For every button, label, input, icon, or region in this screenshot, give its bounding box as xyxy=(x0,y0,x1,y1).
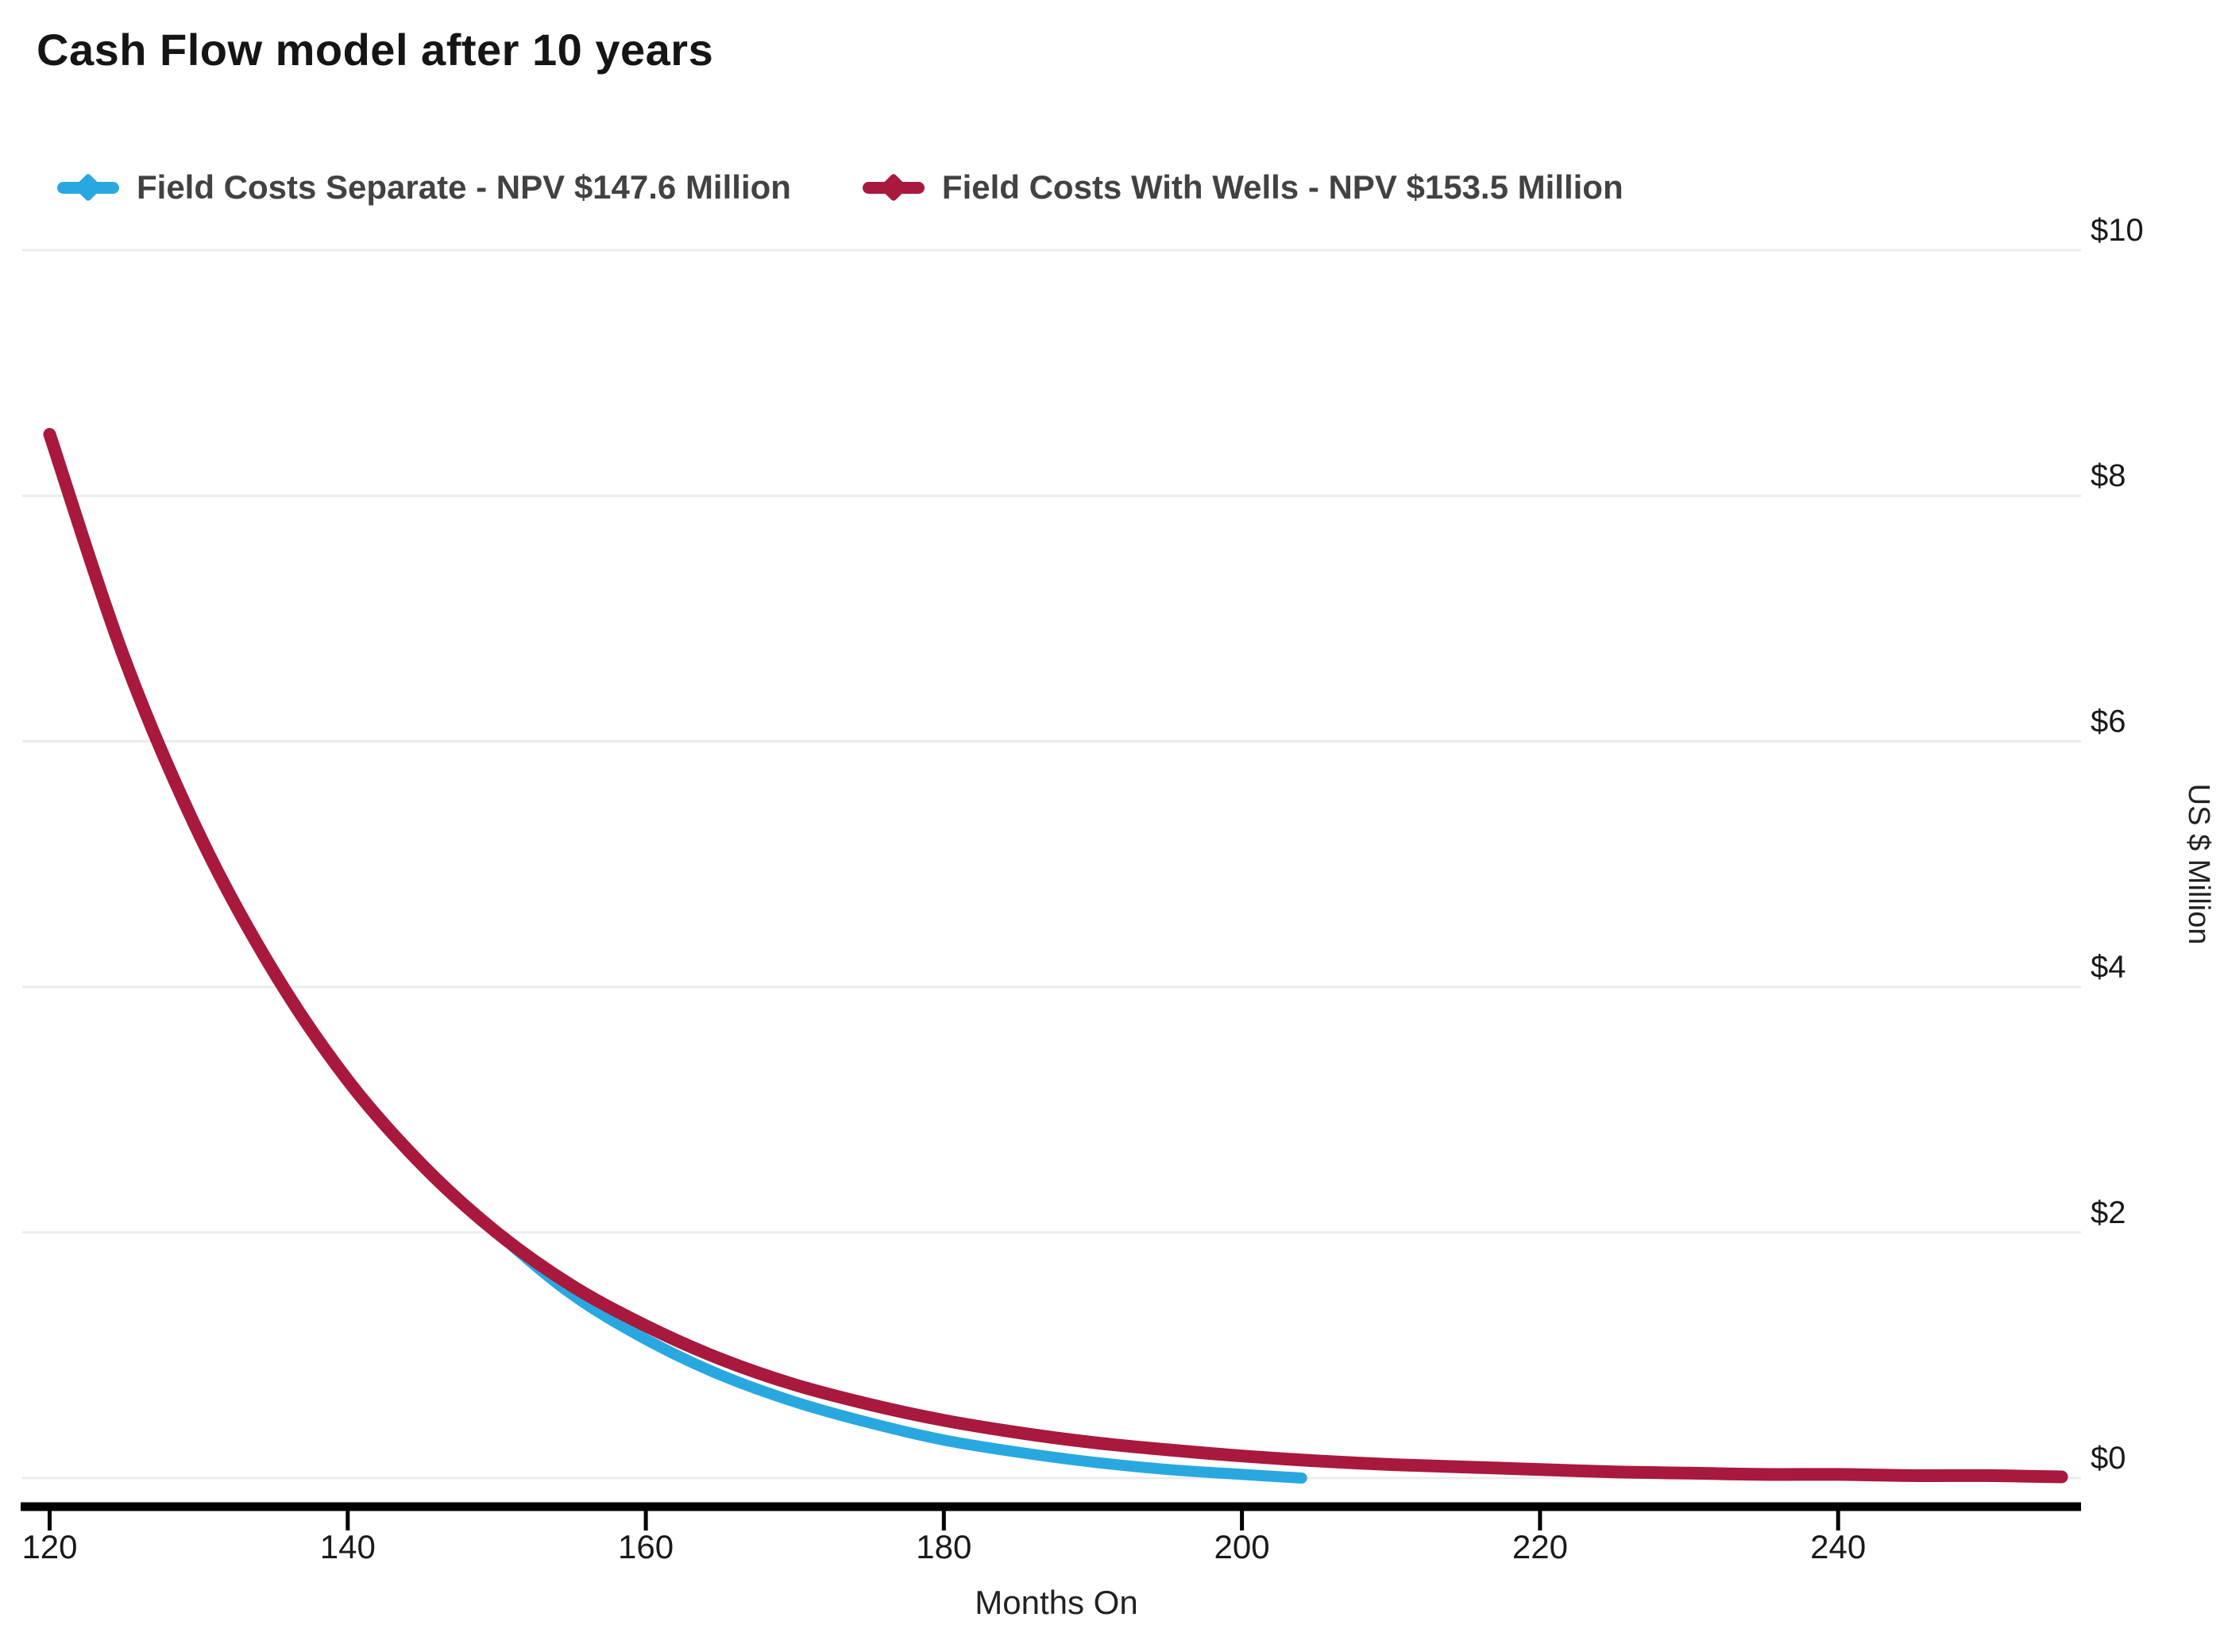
legend-label-field-costs-with-wells: Field Costs With Wells - NPV $153.5 Mill… xyxy=(941,168,1624,206)
x-tick-label: 200 xyxy=(1214,1528,1270,1565)
y-tick-label: $8 xyxy=(2091,458,2126,493)
y-tick-label: $6 xyxy=(2091,704,2126,739)
legend-marker-blue-icon xyxy=(57,172,119,203)
y-tick-label: $10 xyxy=(2091,213,2144,248)
series-line-1 xyxy=(43,427,2068,1484)
x-tick-label: 240 xyxy=(1810,1528,1866,1565)
legend-item-field-costs-separate[interactable]: Field Costs Separate - NPV $147.6 Millio… xyxy=(57,168,791,206)
x-tick-label: 160 xyxy=(618,1528,674,1565)
chart-title: Cash Flow model after 10 years xyxy=(37,25,714,75)
y-axis-title: US $ Million xyxy=(2182,784,2215,945)
x-tick-label: 180 xyxy=(916,1528,971,1565)
x-axis-title: Months On xyxy=(975,1584,1137,1621)
x-tick-label: 220 xyxy=(1512,1528,1568,1565)
legend: Field Costs Separate - NPV $147.6 Millio… xyxy=(57,168,1624,206)
y-tick-label: $0 xyxy=(2091,1441,2126,1476)
x-tick-label: 120 xyxy=(21,1528,77,1565)
legend-label-field-costs-separate: Field Costs Separate - NPV $147.6 Millio… xyxy=(137,168,791,206)
y-tick-label: $2 xyxy=(2091,1195,2126,1230)
x-tick-label: 140 xyxy=(320,1528,376,1565)
legend-item-field-costs-with-wells[interactable]: Field Costs With Wells - NPV $153.5 Mill… xyxy=(862,168,1624,206)
legend-marker-red-icon xyxy=(862,172,925,203)
series-line-0 xyxy=(44,428,1307,1484)
y-tick-label: $4 xyxy=(2091,950,2126,985)
